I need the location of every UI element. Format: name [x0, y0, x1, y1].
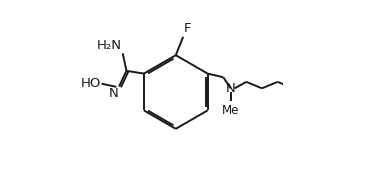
- Text: N: N: [109, 87, 118, 100]
- Text: HO: HO: [80, 77, 101, 90]
- Text: N: N: [226, 82, 235, 95]
- Text: Me: Me: [222, 104, 239, 117]
- Text: F: F: [184, 22, 192, 35]
- Text: H₂N: H₂N: [96, 38, 121, 52]
